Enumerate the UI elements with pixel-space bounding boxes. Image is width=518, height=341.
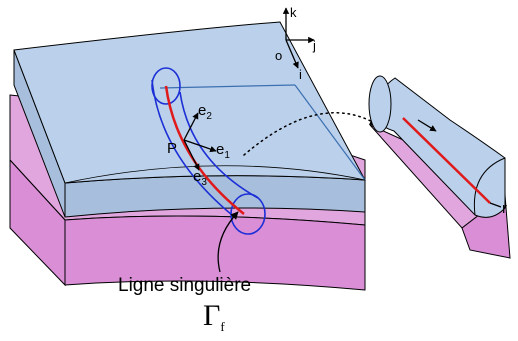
tube-right-wall — [179, 91, 259, 199]
local-frame: P e2 e1 e3 — [167, 102, 230, 188]
inset-singular-line — [402, 117, 491, 204]
axis-k-label: k — [290, 5, 297, 20]
caption: Ligne singulière Γf — [118, 211, 251, 334]
inset-cylinder-front-cap — [473, 157, 506, 216]
vector-e1 — [183, 139, 217, 153]
caption-gamma: Γf — [203, 299, 225, 334]
e1-label: e1 — [216, 141, 230, 161]
inset-cylinder-back-cap — [368, 75, 392, 133]
point-label: P — [167, 140, 177, 157]
axis-i — [285, 39, 299, 69]
axis-i-label: i — [299, 67, 302, 82]
origin-label: o — [275, 48, 282, 63]
axis-j-label: j — [312, 38, 316, 53]
zoom-arrow — [243, 112, 379, 156]
radius-label: r — [502, 200, 507, 217]
singular-tube — [151, 67, 266, 235]
vector-e2 — [183, 112, 199, 141]
zoom-inset: r — [368, 75, 511, 259]
inset-radius-arrow — [489, 202, 502, 208]
caption-line: Ligne singulière — [118, 275, 251, 296]
plate-inner-edge-back — [159, 84, 296, 89]
vector-e3 — [183, 139, 200, 171]
tube-left-wall — [151, 79, 233, 216]
plate-inner-edge-right — [294, 84, 366, 181]
inset-tangent-arrow — [417, 119, 437, 132]
plate-curved-edge — [64, 165, 366, 184]
e2-label: e2 — [198, 102, 212, 122]
caption-pointer — [217, 211, 239, 273]
e3-label: e3 — [193, 168, 207, 188]
coating-plate — [13, 21, 366, 218]
substrate-front-face — [64, 215, 366, 291]
singular-line — [164, 85, 245, 215]
coordinate-axes: k j i o — [275, 5, 316, 82]
